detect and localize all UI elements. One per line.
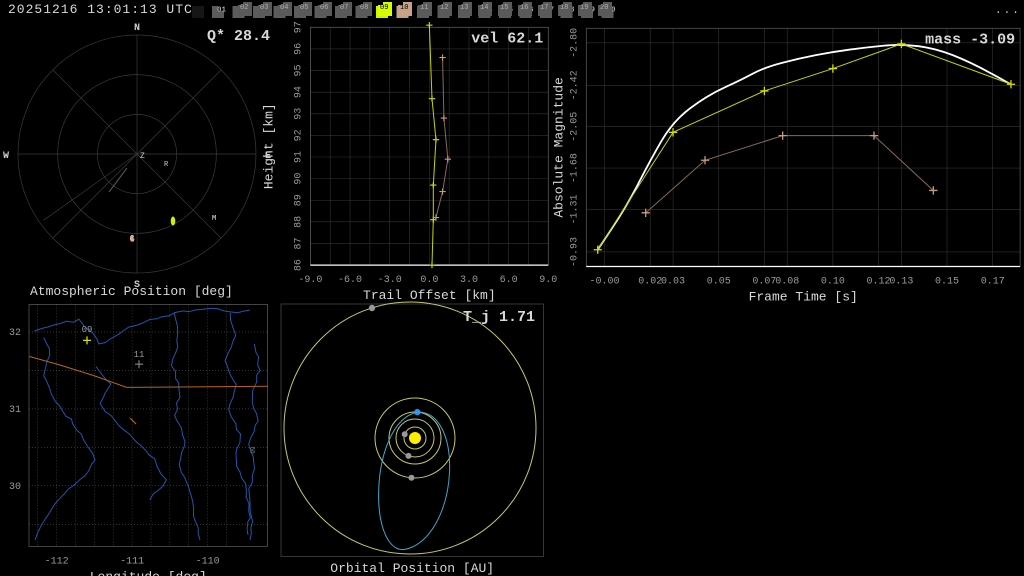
svg-text:Atmospheric Position [deg]: Atmospheric Position [deg]: [30, 284, 233, 299]
svg-text:Q* 28.4: Q* 28.4: [207, 28, 270, 45]
svg-text:93: 93: [293, 108, 304, 120]
svg-text:0.17: 0.17: [981, 277, 1005, 288]
svg-text:97: 97: [293, 21, 304, 33]
svg-text:0.10: 0.10: [821, 277, 845, 288]
svg-text:87: 87: [293, 237, 304, 249]
svg-text:91: 91: [293, 151, 304, 163]
svg-text:M: M: [212, 215, 216, 223]
svg-text:6.0: 6.0: [500, 275, 518, 286]
svg-text:17: 17: [540, 4, 548, 12]
svg-text:12: 12: [440, 4, 448, 12]
svg-text:01: 01: [217, 7, 227, 15]
svg-text:18: 18: [560, 4, 568, 12]
svg-text:Absolute Magnitude: Absolute Magnitude: [551, 77, 566, 217]
svg-text:3.0: 3.0: [460, 275, 478, 286]
svg-text:08: 08: [360, 4, 368, 12]
svg-text:9.0: 9.0: [539, 275, 557, 286]
svg-text:03: 03: [260, 4, 268, 12]
svg-text:15: 15: [500, 4, 508, 12]
svg-text:30: 30: [9, 482, 21, 493]
svg-text:86: 86: [293, 259, 304, 271]
svg-text:-0.93: -0.93: [569, 237, 580, 267]
svg-text:95: 95: [293, 65, 304, 77]
svg-text:0.12: 0.12: [867, 277, 891, 288]
svg-text:vel 62.1: vel 62.1: [471, 30, 543, 47]
svg-text:Z: Z: [140, 152, 145, 161]
svg-text:0.03: 0.03: [661, 277, 685, 288]
svg-text:07: 07: [340, 4, 348, 12]
svg-text:14: 14: [480, 4, 488, 12]
svg-text:06: 06: [320, 4, 328, 12]
svg-text:09: 09: [82, 325, 93, 335]
svg-text:02: 02: [240, 4, 248, 12]
svg-text:Longitude [deg]: Longitude [deg]: [90, 569, 207, 576]
svg-text:Height [km]: Height [km]: [261, 103, 276, 189]
svg-text:-2.80: -2.80: [569, 28, 580, 58]
svg-text:0.13: 0.13: [889, 277, 913, 288]
svg-text:-2.05: -2.05: [569, 112, 580, 142]
svg-text:-0.00: -0.00: [590, 277, 620, 288]
svg-text:-111: -111: [120, 556, 144, 567]
svg-text:19: 19: [580, 4, 588, 12]
svg-text:mass -3.09: mass -3.09: [925, 31, 1015, 48]
svg-text:0.0: 0.0: [420, 275, 438, 286]
svg-text:32: 32: [9, 328, 21, 339]
svg-text:N: N: [134, 23, 140, 34]
svg-text:-9.0: -9.0: [298, 275, 322, 286]
svg-text:04: 04: [280, 4, 288, 12]
svg-text:20251216 13:01:13 UTC: 20251216 13:01:13 UTC: [8, 2, 193, 17]
svg-text:11: 11: [134, 350, 145, 360]
svg-text:-2.42: -2.42: [569, 70, 580, 100]
svg-text:94: 94: [293, 86, 304, 98]
svg-text:...: ...: [995, 5, 1021, 17]
svg-text:Orbital Position [AU]: Orbital Position [AU]: [330, 561, 494, 576]
svg-text:10: 10: [400, 4, 408, 12]
svg-text:W: W: [3, 151, 9, 162]
svg-text:20: 20: [600, 4, 608, 12]
svg-text:05: 05: [300, 4, 308, 12]
svg-text:0.07: 0.07: [752, 277, 776, 288]
svg-text:0.02: 0.02: [638, 277, 662, 288]
svg-text:96: 96: [293, 43, 304, 55]
svg-text:09: 09: [380, 4, 388, 12]
svg-text:0.08: 0.08: [775, 277, 799, 288]
svg-text:88: 88: [293, 216, 304, 228]
svg-text:16: 16: [520, 4, 528, 12]
svg-text:90: 90: [293, 173, 304, 185]
svg-text:-112: -112: [45, 556, 69, 567]
svg-text:92: 92: [293, 129, 304, 141]
svg-text:0.15: 0.15: [935, 277, 959, 288]
svg-text:09: 09: [250, 446, 257, 454]
svg-text:T_j 1.71: T_j 1.71: [463, 309, 535, 326]
svg-text:-6.0: -6.0: [338, 275, 362, 286]
svg-text:0.05: 0.05: [707, 277, 731, 288]
svg-text:-1.68: -1.68: [569, 153, 580, 183]
svg-text:89: 89: [293, 194, 304, 206]
svg-text:11: 11: [420, 4, 428, 12]
svg-text:Frame Time [s]: Frame Time [s]: [749, 290, 858, 305]
svg-text:31: 31: [9, 405, 21, 416]
svg-text:-110: -110: [196, 556, 220, 567]
svg-text:Trail Offset [km]: Trail Offset [km]: [363, 288, 496, 303]
svg-text:-3.0: -3.0: [378, 275, 402, 286]
svg-text:-1.31: -1.31: [569, 194, 580, 224]
svg-text:E: E: [265, 151, 271, 162]
svg-text:13: 13: [460, 4, 468, 12]
